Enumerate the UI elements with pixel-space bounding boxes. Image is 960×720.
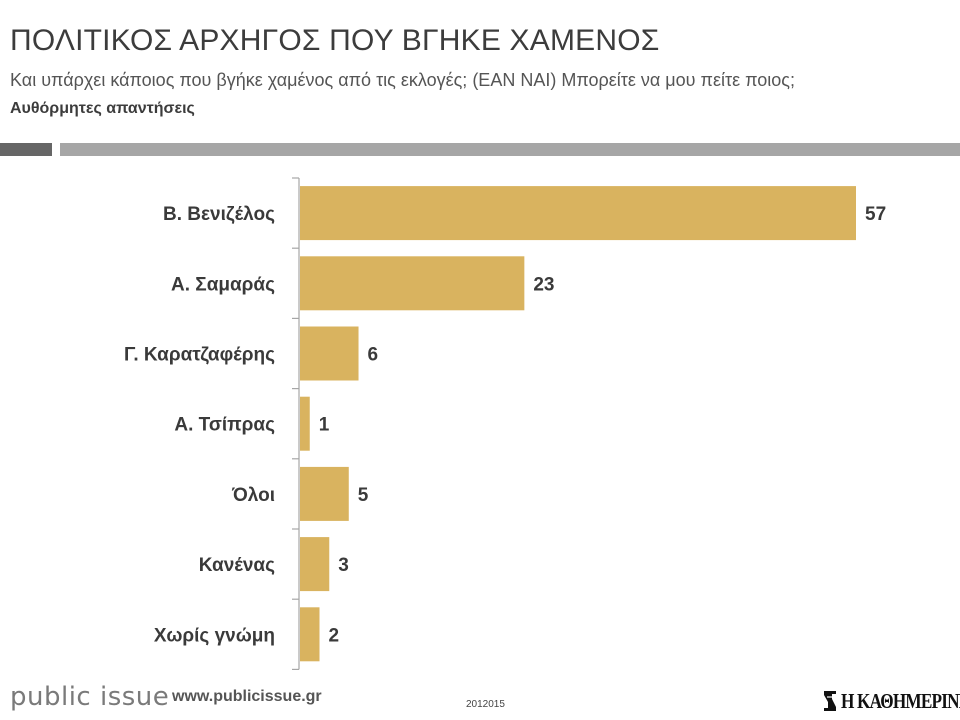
bar (300, 186, 856, 241)
chart-bars (300, 186, 856, 662)
category-label: Κανένας (199, 555, 275, 576)
category-label: Β. Βενιζέλος (163, 204, 275, 225)
kathimerini-logo-text: Η ΚΑΘΗΜΕΡΙΝΗ (841, 688, 960, 713)
page-title: ΠΟΛΙΤΙΚΟΣ ΑΡΧΗΓΟΣ ΠΟΥ ΒΓΗΚΕ ΧΑΜΕΝΟΣ (10, 24, 660, 57)
bar (300, 256, 525, 311)
chart-value-labels: 57 23 6 1 5 3 2 (319, 204, 886, 646)
kathimerini-logo: Η ΚΑΘΗΜΕΡΙΝΗ (822, 688, 960, 714)
bar (300, 326, 359, 381)
category-label: Χωρίς γνώμη (154, 625, 275, 646)
data-label: 3 (338, 555, 349, 576)
data-label: 6 (368, 345, 379, 366)
bar (300, 607, 320, 662)
question-subtitle: Και υπάρχει κάποιος που βγήκε χαμένος απ… (10, 70, 795, 90)
data-label: 23 (533, 274, 554, 295)
category-label: Γ. Καρατζαφέρης (124, 345, 275, 366)
survey-code: 2012015 (466, 699, 505, 710)
bar (300, 466, 349, 521)
public-issue-brand: public issue (10, 682, 170, 712)
bar (300, 396, 310, 451)
data-label: 1 (319, 415, 330, 436)
chart-axis (292, 177, 300, 671)
data-label: 2 (329, 625, 340, 646)
data-label: 57 (865, 204, 886, 225)
response-type-note: Αυθόρμητες απαντήσεις (10, 100, 195, 117)
category-label: Όλοι (231, 485, 275, 506)
header-rule-light (60, 143, 960, 156)
category-label: Α. Σαμαράς (171, 274, 275, 295)
header-rule-dark (0, 143, 52, 156)
chart-category-labels: Β. Βενιζέλος Α. Σαμαράς Γ. Καρατζαφέρης Α. … (124, 204, 275, 646)
data-label: 5 (358, 485, 369, 506)
bar (300, 537, 330, 592)
website-url: www.publicissue.gr (172, 688, 322, 705)
category-label: Α. Τσίπρας (174, 415, 275, 436)
kathimerini-seal-icon (824, 691, 836, 711)
